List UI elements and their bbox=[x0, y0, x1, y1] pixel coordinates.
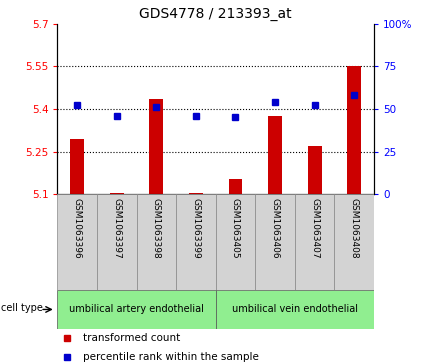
Bar bbox=[150, 99, 163, 194]
Text: GSM1063407: GSM1063407 bbox=[310, 198, 319, 259]
Bar bbox=[308, 146, 322, 194]
Bar bbox=[136, 194, 176, 290]
Text: umbilical vein endothelial: umbilical vein endothelial bbox=[232, 305, 358, 314]
Bar bbox=[110, 193, 124, 194]
Title: GDS4778 / 213393_at: GDS4778 / 213393_at bbox=[139, 7, 292, 21]
Bar bbox=[57, 194, 97, 290]
Bar bbox=[255, 194, 295, 290]
Text: GSM1063408: GSM1063408 bbox=[350, 198, 359, 259]
Text: cell type: cell type bbox=[1, 302, 43, 313]
Text: transformed count: transformed count bbox=[83, 333, 180, 343]
Bar bbox=[70, 139, 84, 194]
Bar bbox=[97, 194, 136, 290]
Bar bbox=[176, 194, 215, 290]
Bar bbox=[268, 116, 282, 194]
Text: GSM1063396: GSM1063396 bbox=[73, 198, 82, 259]
Bar bbox=[334, 194, 374, 290]
Bar bbox=[295, 194, 334, 290]
Bar bbox=[189, 193, 203, 194]
Text: GSM1063399: GSM1063399 bbox=[191, 198, 201, 259]
Text: percentile rank within the sample: percentile rank within the sample bbox=[83, 352, 258, 362]
Bar bbox=[215, 194, 255, 290]
Text: GSM1063397: GSM1063397 bbox=[112, 198, 121, 259]
Bar bbox=[57, 290, 215, 329]
Bar bbox=[347, 66, 361, 194]
Text: GSM1063406: GSM1063406 bbox=[271, 198, 280, 259]
Text: GSM1063405: GSM1063405 bbox=[231, 198, 240, 259]
Bar bbox=[229, 179, 242, 194]
Text: umbilical artery endothelial: umbilical artery endothelial bbox=[69, 305, 204, 314]
Text: GSM1063398: GSM1063398 bbox=[152, 198, 161, 259]
Bar bbox=[215, 290, 374, 329]
